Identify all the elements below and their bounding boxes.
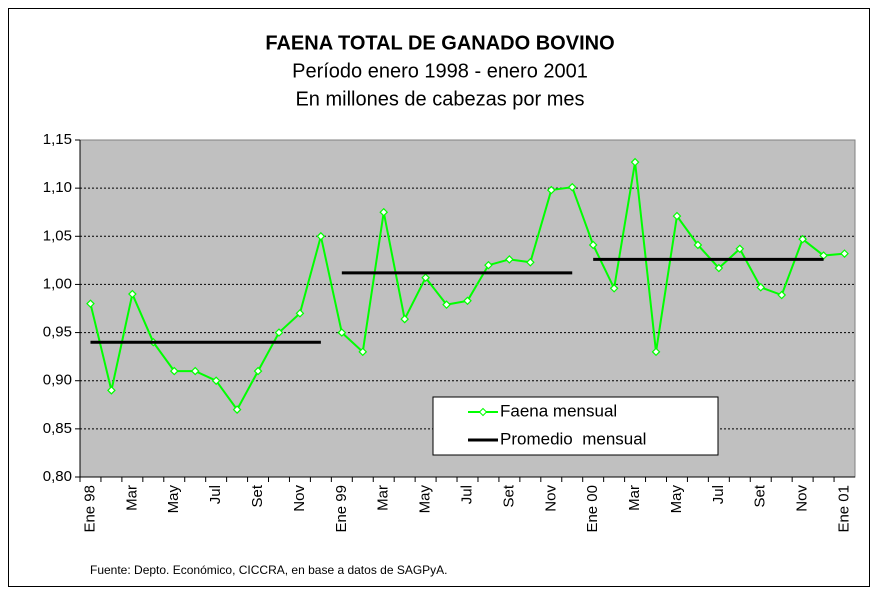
data-point — [190, 366, 200, 376]
data-point — [421, 273, 430, 283]
y-tick-label: 1,15 — [43, 131, 72, 148]
data-point — [735, 244, 745, 254]
y-tick-label: 1,05 — [43, 227, 72, 244]
y-tick-label: 0,85 — [43, 420, 72, 437]
data-point — [253, 366, 263, 376]
data-point — [379, 207, 389, 217]
source-note: Fuente: Depto. Económico, CICCRA, en bas… — [90, 563, 448, 577]
data-point — [651, 347, 661, 357]
x-tick-label: Mar — [123, 485, 140, 511]
data-point — [337, 328, 347, 337]
x-tick-label: Mar — [626, 485, 643, 511]
data-point — [358, 347, 368, 357]
x-tick-label: Nov — [291, 485, 308, 512]
data-point — [484, 260, 493, 270]
y-tick-label: 1,10 — [43, 179, 72, 196]
x-tick-label: Ene 01 — [835, 485, 852, 533]
chart-subtitle: Período enero 1998 - enero 2001 — [292, 60, 588, 82]
legend-label: Promedio mensual — [500, 429, 646, 448]
x-tick-label: May — [165, 485, 182, 514]
y-tick-label: 0,80 — [43, 468, 72, 485]
data-point — [211, 376, 221, 386]
data-point — [232, 405, 242, 414]
legend-marker — [478, 407, 488, 417]
y-tick-label: 0,95 — [43, 324, 72, 341]
legend — [432, 396, 719, 456]
legend-label: Faena mensual — [500, 401, 617, 420]
x-tick-label: Jul — [207, 485, 224, 504]
data-point — [400, 314, 410, 324]
data-point — [169, 366, 179, 376]
data-point — [777, 290, 787, 300]
x-tick-label: Set — [249, 484, 266, 507]
data-point — [567, 182, 577, 192]
x-tick-label: Set — [500, 484, 517, 507]
data-point — [525, 257, 535, 267]
x-tick-label: Nov — [794, 485, 811, 512]
x-tick-label: Set — [752, 484, 769, 507]
data-point — [295, 308, 305, 318]
y-tick-label: 0,90 — [43, 372, 72, 389]
y-tick-label: 1,00 — [43, 275, 72, 292]
x-tick-label: May — [668, 485, 685, 514]
data-point — [609, 283, 619, 293]
x-tick-label: Nov — [542, 485, 559, 512]
data-point — [756, 282, 766, 292]
x-tick-label: Jul — [710, 485, 727, 504]
x-tick-label: Ene 00 — [584, 485, 601, 533]
x-tick-label: Ene 98 — [81, 485, 98, 533]
data-point — [693, 240, 703, 250]
chart-subtitle: En millones de cabezas por mes — [295, 88, 584, 110]
data-point — [714, 263, 724, 273]
data-point — [86, 299, 95, 309]
x-tick-label: May — [417, 485, 434, 514]
data-point — [588, 240, 598, 250]
data-point — [840, 249, 849, 258]
data-point — [274, 328, 284, 337]
data-point — [505, 255, 514, 264]
chart-title: FAENA TOTAL DE GANADO BOVINO — [265, 32, 614, 54]
x-tick-label: Ene 99 — [333, 485, 350, 533]
data-point — [107, 385, 116, 395]
x-tick-label: Jul — [458, 485, 475, 504]
data-point — [128, 289, 137, 299]
data-point — [442, 300, 451, 309]
data-point — [463, 296, 472, 306]
data-point — [316, 231, 326, 241]
data-point — [672, 211, 682, 221]
data-point — [798, 234, 807, 244]
x-tick-label: Mar — [375, 485, 392, 511]
data-point — [546, 185, 556, 195]
data-point — [630, 157, 640, 167]
